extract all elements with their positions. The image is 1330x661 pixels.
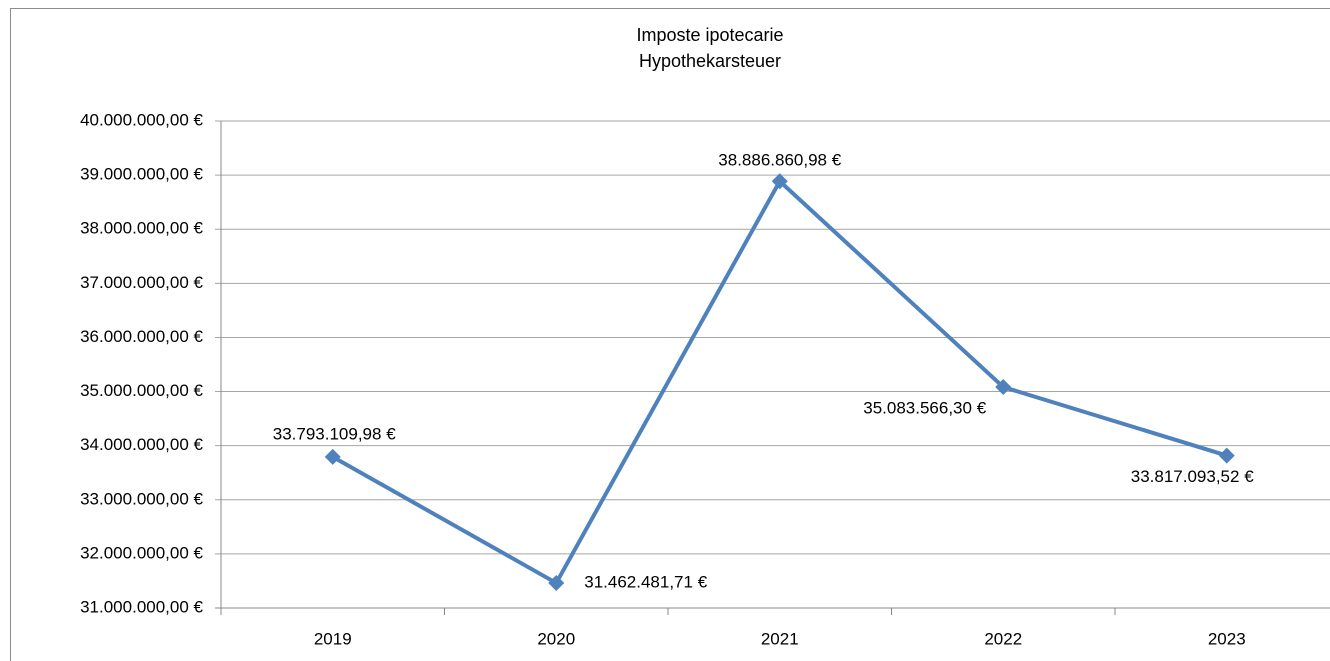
data-label: 31.462.481,71 € [584, 572, 707, 591]
y-tick-label: 39.000.000,00 € [80, 165, 203, 184]
data-label: 35.083.566,30 € [863, 399, 986, 418]
x-tick-label: 2020 [537, 629, 575, 648]
chart-title: Imposte ipotecarie [636, 25, 783, 45]
y-tick-label: 32.000.000,00 € [80, 543, 203, 562]
data-label: 33.793.109,98 € [273, 424, 396, 443]
y-tick-label: 34.000.000,00 € [80, 435, 203, 454]
marker [324, 448, 341, 465]
y-tick-label: 35.000.000,00 € [80, 381, 203, 400]
marker [1218, 447, 1235, 464]
data-label: 38.886.860,98 € [718, 151, 841, 170]
data-label: 33.817.093,52 € [1131, 467, 1254, 486]
chart-frame [10, 8, 1330, 661]
y-tick-label: 38.000.000,00 € [80, 219, 203, 238]
y-tick-label: 33.000.000,00 € [80, 489, 203, 508]
marker [548, 574, 565, 591]
x-tick-label: 2023 [1208, 629, 1246, 648]
y-tick-label: 40.000.000,00 € [80, 110, 203, 129]
marker [995, 379, 1012, 396]
y-tick-label: 37.000.000,00 € [80, 273, 203, 292]
y-tick-label: 31.000.000,00 € [80, 597, 203, 616]
y-tick-label: 36.000.000,00 € [80, 327, 203, 346]
marker [771, 173, 788, 190]
x-tick-label: 2019 [314, 629, 352, 648]
chart-subtitle: Hypothekarsteuer [639, 51, 781, 71]
x-tick-label: 2021 [761, 629, 799, 648]
x-tick-label: 2022 [984, 629, 1022, 648]
